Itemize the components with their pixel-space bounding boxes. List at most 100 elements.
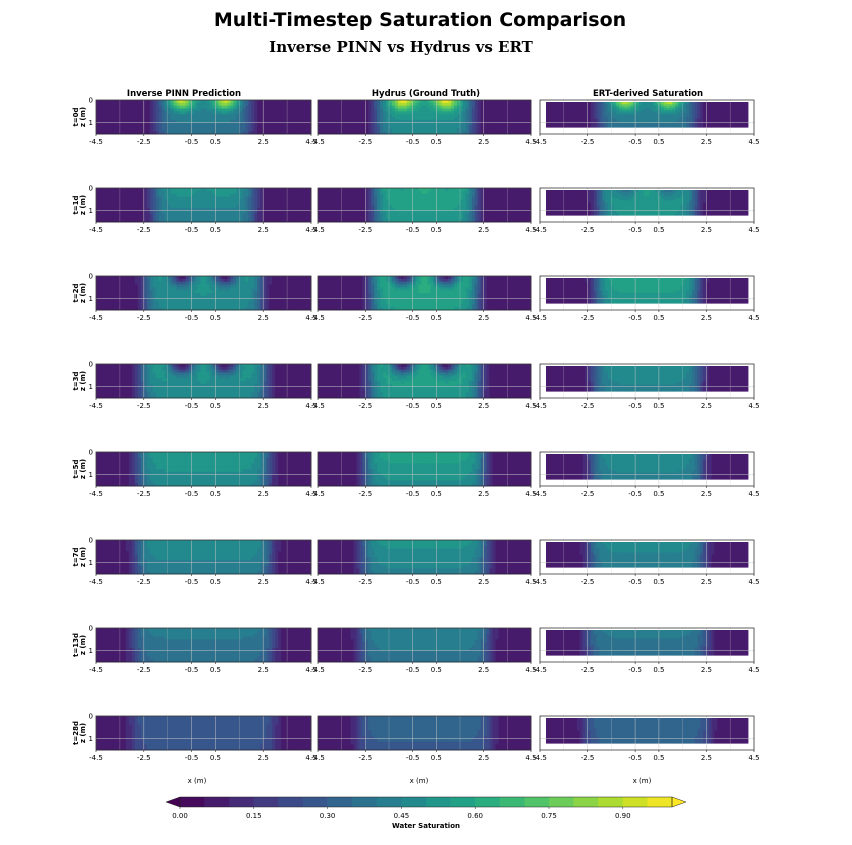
saturation-cell xyxy=(278,196,282,200)
saturation-cell xyxy=(371,105,375,109)
saturation-cell xyxy=(131,128,136,132)
saturation-cell xyxy=(448,190,452,195)
saturation-cell xyxy=(371,122,375,126)
saturation-cell xyxy=(347,111,351,115)
saturation-cell xyxy=(179,216,183,220)
saturation-cell xyxy=(335,207,340,212)
saturation-cell xyxy=(616,114,620,118)
saturation-cell xyxy=(98,100,103,104)
saturation-cell xyxy=(254,108,258,112)
saturation-cell xyxy=(745,196,749,199)
saturation-cell xyxy=(386,207,390,212)
saturation-cell xyxy=(221,193,225,197)
saturation-cell xyxy=(110,131,115,135)
saturation-cell xyxy=(697,120,701,124)
saturation-cell xyxy=(119,207,124,212)
saturation-cell xyxy=(513,205,517,209)
saturation-cell xyxy=(454,219,458,223)
saturation-cell xyxy=(239,196,243,200)
saturation-cell xyxy=(164,131,169,135)
saturation-cell xyxy=(191,119,195,124)
saturation-cell xyxy=(359,216,363,220)
saturation-cell xyxy=(546,108,550,111)
saturation-cell xyxy=(728,192,732,195)
saturation-cell xyxy=(182,199,186,203)
saturation-cell xyxy=(170,213,175,217)
saturation-cell xyxy=(170,100,175,104)
saturation-cell xyxy=(722,104,726,107)
saturation-cell xyxy=(666,123,670,126)
saturation-cell xyxy=(239,210,243,214)
saturation-cell xyxy=(576,194,581,197)
saturation-cell xyxy=(272,188,276,192)
saturation-cell xyxy=(176,105,181,109)
saturation-cell xyxy=(149,202,154,206)
saturation-cell xyxy=(158,210,163,214)
saturation-cell xyxy=(616,110,620,113)
saturation-cell xyxy=(155,219,160,223)
saturation-cell xyxy=(689,123,693,126)
saturation-cell xyxy=(245,193,249,197)
saturation-cell xyxy=(596,196,600,199)
saturation-cell xyxy=(462,190,467,195)
saturation-cell xyxy=(323,111,328,115)
saturation-cell xyxy=(675,196,679,199)
saturation-cell xyxy=(632,116,637,120)
saturation-cell xyxy=(507,122,511,126)
saturation-cell xyxy=(394,216,399,220)
saturation-cell xyxy=(483,100,488,104)
saturation-cell xyxy=(350,202,354,206)
saturation-cell xyxy=(483,207,488,212)
saturation-cell xyxy=(728,123,732,126)
saturation-cell xyxy=(299,207,303,212)
saturation-cell xyxy=(122,199,127,203)
saturation-cell xyxy=(110,205,115,209)
saturation-cell xyxy=(697,102,701,105)
saturation-cell xyxy=(215,193,219,197)
saturation-cell xyxy=(433,196,437,200)
saturation-cell xyxy=(299,193,303,197)
saturation-cell xyxy=(406,105,411,109)
saturation-cell xyxy=(284,188,288,192)
saturation-cell xyxy=(641,116,645,120)
saturation-cell xyxy=(638,190,642,193)
saturation-cell xyxy=(179,213,183,217)
saturation-cell xyxy=(406,199,411,203)
saturation-cell xyxy=(263,210,267,214)
saturation-cell xyxy=(251,213,255,217)
saturation-cell xyxy=(167,119,172,124)
saturation-cell xyxy=(245,219,249,223)
saturation-cell xyxy=(257,128,261,132)
saturation-cell xyxy=(451,108,455,112)
saturation-cell xyxy=(245,111,249,115)
saturation-cell xyxy=(185,111,189,115)
saturation-cell xyxy=(230,102,234,107)
saturation-cell xyxy=(725,114,729,118)
saturation-cell xyxy=(728,125,732,128)
saturation-cell xyxy=(386,213,390,217)
saturation-cell xyxy=(254,117,258,121)
saturation-cell xyxy=(513,125,517,129)
saturation-cell xyxy=(590,200,595,203)
saturation-cell xyxy=(296,188,300,192)
saturation-cell xyxy=(236,128,240,132)
saturation-cell xyxy=(329,190,334,195)
saturation-field xyxy=(96,188,312,223)
saturation-cell xyxy=(233,219,237,223)
saturation-cell xyxy=(703,108,707,111)
saturation-cell xyxy=(554,108,558,111)
saturation-cell xyxy=(708,106,712,109)
saturation-cell xyxy=(209,102,213,107)
saturation-cell xyxy=(347,207,351,212)
saturation-cell xyxy=(719,125,724,128)
saturation-cell xyxy=(607,110,611,113)
saturation-cell xyxy=(427,210,431,214)
saturation-cell xyxy=(394,190,399,195)
saturation-cell xyxy=(711,125,715,128)
saturation-cell xyxy=(290,219,294,223)
saturation-cell xyxy=(442,117,446,121)
saturation-cell xyxy=(374,105,378,109)
saturation-cell xyxy=(338,196,343,200)
saturation-cell xyxy=(477,216,482,220)
saturation-cell xyxy=(731,116,735,120)
